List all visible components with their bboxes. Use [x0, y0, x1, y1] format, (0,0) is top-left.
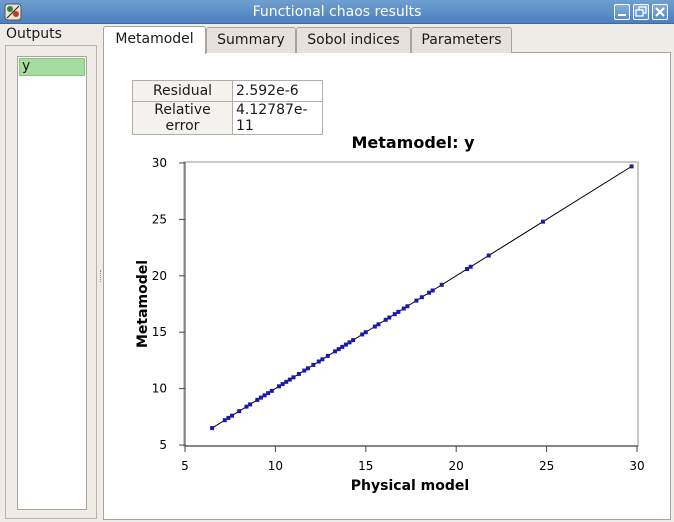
data-point — [291, 375, 296, 380]
data-point — [419, 295, 424, 300]
chart-title: Metamodel: y — [351, 133, 475, 152]
data-point — [360, 332, 365, 337]
app-icon — [4, 3, 22, 21]
data-point — [287, 377, 292, 382]
minimize-icon — [618, 14, 626, 16]
data-point — [392, 312, 397, 317]
data-point — [336, 347, 341, 352]
outputs-item-y[interactable]: y — [19, 58, 85, 76]
metamodel-chart[interactable]: Metamodel: y 5 10 15 20 25 30 5 10 15 20 25 30 Phys… — [104, 126, 664, 496]
metric-value[interactable]: 2.592e-6 — [232, 80, 323, 102]
metrics-row-residual: Residual 2.592e-6 — [132, 80, 323, 102]
y-tick-label: 10 — [152, 382, 167, 396]
tab-summary[interactable]: Summary — [206, 27, 296, 53]
x-tick-label: 15 — [358, 459, 373, 473]
data-point — [226, 415, 231, 420]
x-tick-label: 20 — [449, 459, 464, 473]
close-button[interactable] — [652, 4, 668, 20]
data-point — [439, 282, 444, 287]
y-tick-label: 15 — [152, 325, 167, 339]
y-tick-label: 30 — [152, 156, 167, 170]
data-point — [305, 366, 310, 371]
outputs-label: Outputs — [6, 26, 62, 42]
minimize-button[interactable] — [614, 4, 630, 20]
data-point — [284, 379, 289, 384]
data-point — [363, 330, 368, 335]
data-point — [401, 306, 406, 311]
data-point — [210, 426, 215, 431]
data-point — [280, 382, 285, 387]
maximize-icon — [635, 6, 647, 17]
tab-sobol-indices[interactable]: Sobol indices — [296, 27, 411, 53]
data-point — [311, 362, 316, 367]
metric-label: Residual — [132, 80, 233, 102]
x-tick-label: 30 — [629, 459, 644, 473]
data-point — [376, 322, 381, 327]
data-point — [262, 393, 267, 398]
window-title: Functional chaos results — [252, 4, 422, 20]
metrics-table: Residual 2.592e-6 Relative error 4.12787… — [132, 80, 323, 135]
y-axis-label: Metamodel — [135, 260, 151, 348]
data-point — [372, 324, 377, 329]
data-point — [351, 338, 356, 343]
data-point — [320, 357, 325, 362]
close-icon — [655, 7, 665, 17]
maximize-button[interactable] — [633, 4, 649, 20]
y-tick-label: 25 — [152, 212, 167, 226]
data-point — [468, 264, 473, 269]
x-tick-label: 25 — [539, 459, 554, 473]
data-point — [258, 395, 263, 400]
data-point — [325, 353, 330, 358]
metrics-row-relative-error: Relative error 4.12787e-11 — [132, 101, 323, 135]
data-point — [316, 359, 321, 364]
data-point — [340, 344, 345, 349]
splitter-handle[interactable] — [100, 270, 102, 282]
tab-parameters[interactable]: Parameters — [411, 27, 512, 53]
data-point — [296, 371, 301, 376]
data-point — [427, 290, 432, 295]
data-point — [302, 368, 307, 373]
data-point — [396, 309, 401, 314]
data-point — [248, 402, 253, 407]
y-tick-label: 5 — [159, 438, 167, 452]
data-point — [430, 288, 435, 293]
data-point — [486, 253, 491, 258]
data-point — [269, 388, 274, 393]
data-point — [465, 267, 470, 272]
data-point — [277, 384, 282, 389]
data-point — [333, 349, 338, 354]
data-point — [266, 391, 271, 396]
x-axis-label: Physical model — [351, 478, 469, 494]
data-point — [347, 340, 352, 345]
data-point — [414, 298, 419, 303]
data-point — [540, 219, 545, 224]
metric-label: Relative error — [132, 101, 233, 135]
data-point — [405, 304, 410, 309]
outputs-list[interactable]: y — [17, 56, 87, 510]
data-point — [343, 342, 348, 347]
x-tick-label: 10 — [268, 459, 283, 473]
x-tick-label: 5 — [181, 459, 189, 473]
y-tick-label: 20 — [152, 269, 167, 283]
data-point — [222, 418, 227, 423]
window-titlebar[interactable]: Functional chaos results — [0, 0, 674, 24]
data-point — [255, 397, 260, 402]
data-point — [629, 164, 634, 169]
data-point — [230, 413, 235, 418]
data-point — [383, 317, 388, 322]
metric-value[interactable]: 4.12787e-11 — [232, 101, 323, 135]
outputs-panel: y — [5, 45, 97, 519]
data-point — [244, 404, 249, 409]
tab-metamodel[interactable]: Metamodel — [103, 26, 206, 54]
data-point — [237, 409, 242, 414]
data-point — [387, 315, 392, 320]
